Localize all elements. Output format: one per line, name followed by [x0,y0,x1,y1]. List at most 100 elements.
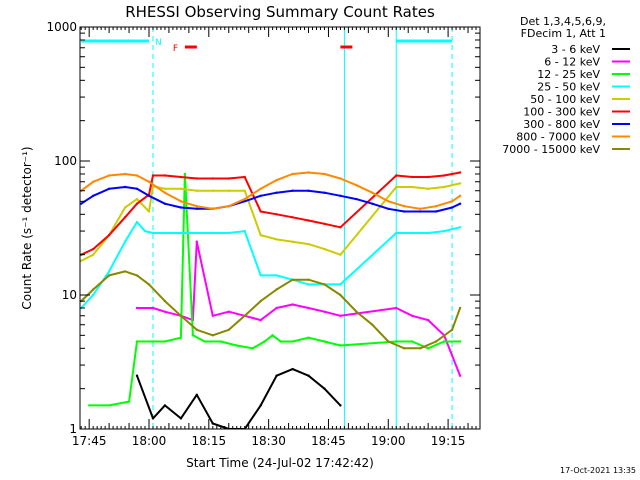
series-7-point-1 [92,180,95,183]
series-8-point-5 [147,283,151,286]
legend-label-8: 7000 - 15000 keV [502,143,600,156]
series-0-point-3 [179,417,183,420]
series-5-point-14 [275,213,278,216]
series-3-point-23 [458,226,462,229]
date-stamp: 17-Oct-2021 13:35 [560,466,636,475]
series-8-point-14 [291,278,294,281]
legend-label-5: 100 - 300 keV [523,106,600,119]
y-axis-label: Count Rate (s⁻¹ detector⁻¹) [20,146,34,309]
series-3-point-19 [395,231,398,235]
series-0-point-11 [307,374,310,377]
series-1-point-15 [395,306,398,310]
flag-bars: NF [81,38,453,54]
y-tick-label-3: 1000 [46,20,77,34]
series-4-point-20 [411,185,414,189]
series-7-point-22 [419,207,422,210]
series-8-point-22 [419,347,422,350]
series-3-point-11 [227,231,230,235]
series-7-point-24 [450,200,454,203]
series-1-point-6 [211,314,214,317]
series-2-point-15 [279,340,282,343]
series-2-point-19 [339,344,342,347]
series-line-3 [80,221,461,309]
series-2-point-1 [107,404,111,407]
series-0-point-9 [275,374,278,377]
series-3-point-8 [179,231,183,235]
series-4-point-0 [80,259,83,262]
series-3-point-20 [411,231,414,235]
y-tick-label-2: 100 [54,154,77,168]
legend-label-6: 300 - 800 keV [523,118,600,131]
series-8-point-12 [259,299,262,303]
series-4-point-21 [427,187,430,190]
series-5-point-4 [135,202,139,205]
x-tick-label-2: 18:15 [192,434,227,448]
series-7-point-15 [307,171,310,174]
series-line-1 [137,240,462,377]
series-7-point-18 [355,184,358,187]
series-8-point-6 [163,299,167,303]
series-6-point-24 [450,206,454,209]
series-line-8 [80,270,462,350]
series-3-point-9 [195,231,198,235]
series-5-point-8 [179,175,183,179]
series-5-point-16 [307,219,310,222]
series-4-point-18 [339,253,342,256]
series-1-point-1 [151,306,155,310]
series-7-point-13 [275,178,278,182]
series-6-point-20 [387,207,390,210]
series-3-point-3 [123,240,127,243]
series-2-point-7 [183,172,187,176]
series-8-point-11 [243,314,246,317]
series-2-point-17 [307,336,310,339]
series-3-point-13 [259,274,262,277]
series-2-point-21 [411,340,414,343]
series-7-point-19 [371,191,374,194]
series-3-point-7 [163,231,167,235]
series-7-point-11 [243,197,246,201]
series-0-point-2 [163,404,167,407]
series-6-point-3 [123,185,127,189]
series-2-point-23 [442,340,446,343]
series-4-point-8 [179,187,183,190]
series-5-point-10 [211,177,214,180]
series-6-point-2 [107,187,111,190]
series-3-point-1 [92,293,95,297]
series-6-point-1 [92,194,95,197]
series-2-point-9 [203,340,206,343]
series-6-point-21 [403,210,406,213]
series-1-point-0 [135,306,139,310]
series-4-point-4 [135,197,139,201]
series-0-point-0 [135,374,139,377]
series-4-point-17 [323,247,326,251]
series-0-point-10 [291,367,294,371]
plot-frame [79,26,481,430]
x-tick-label-5: 19:00 [371,434,406,448]
series-6-point-15 [307,189,310,192]
x-tick-label-3: 18:30 [251,434,286,448]
series-6-point-16 [323,191,326,194]
series-8-point-18 [355,310,358,313]
series-4-point-13 [259,233,262,237]
series-line-5 [80,171,461,256]
series-line-6 [80,186,461,213]
series-5-point-9 [195,177,198,180]
series-6-point-22 [419,210,422,213]
series-2-point-4 [151,340,155,343]
series-4-point-19 [395,185,398,189]
series-1-point-17 [427,318,430,322]
series-7-point-9 [211,207,214,210]
series-1-point-7 [227,310,230,313]
series-6-point-23 [434,210,438,213]
series-8-point-23 [434,340,438,343]
series-2-point-0 [88,404,91,407]
series-1-point-19 [458,374,462,377]
series-line-0 [136,368,342,429]
x-tick-label-6: 19:15 [431,434,466,448]
x-tick-label-0: 17:45 [72,434,107,448]
series-6-point-6 [163,202,167,205]
series-8-point-19 [371,323,374,326]
series-5-point-2 [107,233,111,237]
x-tick-label-1: 18:00 [132,434,167,448]
series-8-point-7 [179,314,183,317]
